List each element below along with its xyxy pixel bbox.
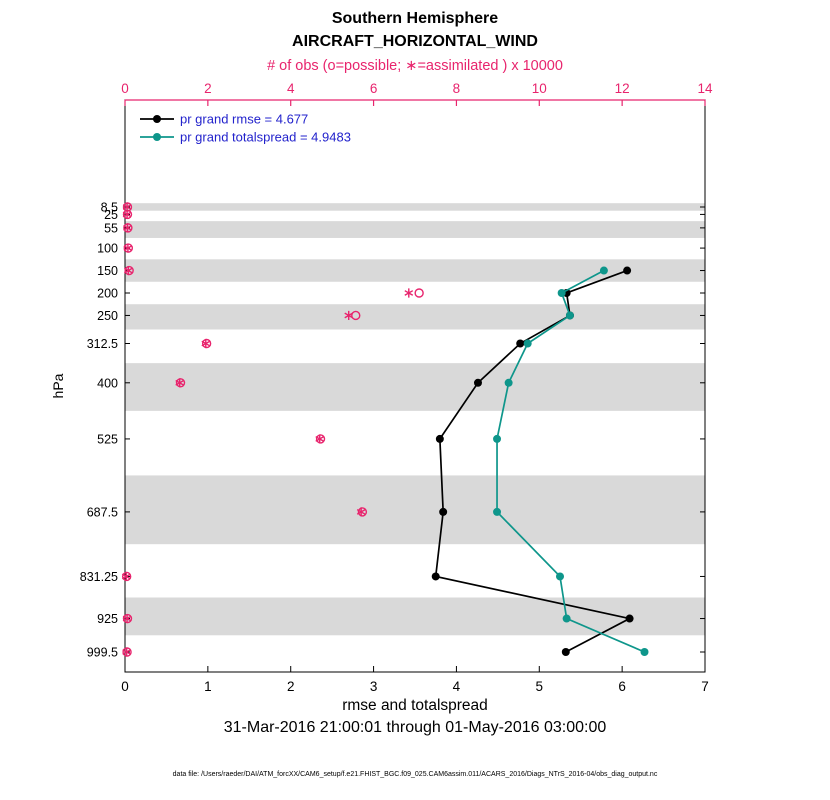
obs-tick-label: 4	[287, 81, 295, 96]
obs-axis-title: # of obs (o=possible; ∗=assimilated ) x …	[267, 58, 563, 74]
y-tick-label: 25	[104, 208, 118, 222]
plot-title-variable: AIRCRAFT_HORIZONTAL_WIND	[292, 33, 538, 50]
x-axis-title: rmse and totalspread	[342, 697, 488, 714]
series-marker-0	[625, 614, 634, 623]
series-line-0	[434, 269, 633, 653]
shaded-band	[125, 221, 705, 238]
time-range: 31-Mar-2016 21:00:01 through 01-May-2016…	[223, 719, 607, 736]
obs-tick-label: 10	[532, 81, 547, 96]
legend-label-1: pr grand totalspread = 4.9483	[180, 130, 351, 145]
obs-assimilated-marker	[175, 378, 185, 388]
data-file-note: data file: /Users/raeder/DAI/ATM_forcXX/…	[172, 771, 658, 778]
obs-possible-marker	[201, 338, 212, 349]
y-tick-label: 150	[97, 264, 118, 278]
obs-assimilated-marker	[123, 265, 133, 276]
legend-marker-1	[153, 133, 161, 141]
series-marker-0	[439, 507, 448, 516]
shaded-band	[125, 304, 705, 330]
obs-assimilated-marker	[315, 434, 325, 444]
obs-tick-label: 0	[121, 81, 129, 96]
series-marker-1	[493, 507, 502, 516]
obs-assimilated-marker	[121, 571, 131, 582]
series-marker-1	[565, 311, 574, 320]
y-tick-label: 925	[97, 612, 118, 626]
series-marker-1	[493, 434, 502, 443]
obs-assimilated-marker	[356, 507, 366, 517]
obs-tick-label: 12	[615, 81, 630, 96]
obs-possible-marker	[175, 378, 186, 388]
series-line-1	[496, 269, 645, 653]
series-marker-0	[561, 648, 570, 656]
plot-title-region: Southern Hemisphere	[331, 10, 499, 27]
y-tick-label: 525	[97, 432, 118, 446]
series-marker-0	[435, 434, 444, 443]
y-tick-label: 831.25	[80, 570, 118, 584]
series-marker-0	[623, 266, 632, 275]
y-tick-label: 100	[97, 242, 118, 256]
obs-possible-marker	[351, 310, 361, 321]
x-tick-label: 0	[121, 679, 129, 694]
x-tick-label: 1	[204, 679, 212, 694]
series-marker-1	[562, 614, 571, 623]
x-tick-label: 5	[536, 679, 544, 694]
series-marker-1	[523, 339, 532, 348]
series-marker-0	[473, 378, 482, 387]
y-tick-label: 8.5	[101, 201, 118, 215]
x-tick-label: 3	[370, 679, 378, 694]
obs-assimilated-marker	[123, 223, 132, 233]
obs-assimilated-marker	[122, 209, 132, 220]
series-marker-0	[431, 572, 440, 581]
series-marker-1	[599, 266, 608, 275]
obs-assimilated-marker	[122, 647, 131, 657]
series-marker-1	[557, 288, 566, 297]
shaded-band	[125, 363, 705, 411]
legend-marker-0	[153, 115, 161, 123]
obs-assimilated-marker	[123, 243, 133, 253]
y-axis-title: hPa	[50, 373, 66, 399]
y-tick-label: 400	[97, 376, 118, 390]
x-tick-label: 7	[701, 679, 709, 694]
series-marker-1	[556, 572, 564, 581]
x-tick-label: 6	[618, 679, 626, 694]
obs-tick-label: 14	[697, 81, 713, 96]
shaded-band	[125, 259, 705, 282]
obs-tick-label: 6	[370, 81, 378, 96]
shaded-band	[125, 475, 705, 545]
y-tick-label: 200	[97, 286, 118, 300]
obs-possible-marker	[414, 288, 424, 298]
series-marker-1	[640, 648, 649, 656]
obs-possible-marker	[124, 265, 134, 276]
y-tick-label: 250	[97, 309, 118, 323]
shaded-band	[125, 203, 705, 211]
obs-tick-label: 2	[204, 81, 212, 96]
obs-tick-label: 8	[453, 81, 461, 96]
obs-assimilated-marker	[201, 338, 211, 349]
x-tick-label: 2	[287, 679, 295, 694]
y-tick-label: 687.5	[87, 505, 118, 519]
obs-assimilated-marker	[344, 310, 354, 321]
obs-possible-marker	[315, 434, 326, 444]
obs-assimilated-marker	[404, 288, 414, 298]
series-marker-1	[504, 378, 513, 387]
legend-label-0: pr grand rmse = 4.677	[180, 112, 308, 127]
obs-possible-marker	[357, 507, 368, 517]
y-tick-label: 55	[104, 221, 118, 235]
obs-assimilated-marker	[122, 613, 132, 624]
x-tick-label: 4	[453, 679, 461, 694]
y-tick-label: 999.5	[87, 646, 118, 660]
series-marker-0	[516, 339, 525, 348]
y-tick-label: 312.5	[87, 337, 118, 351]
